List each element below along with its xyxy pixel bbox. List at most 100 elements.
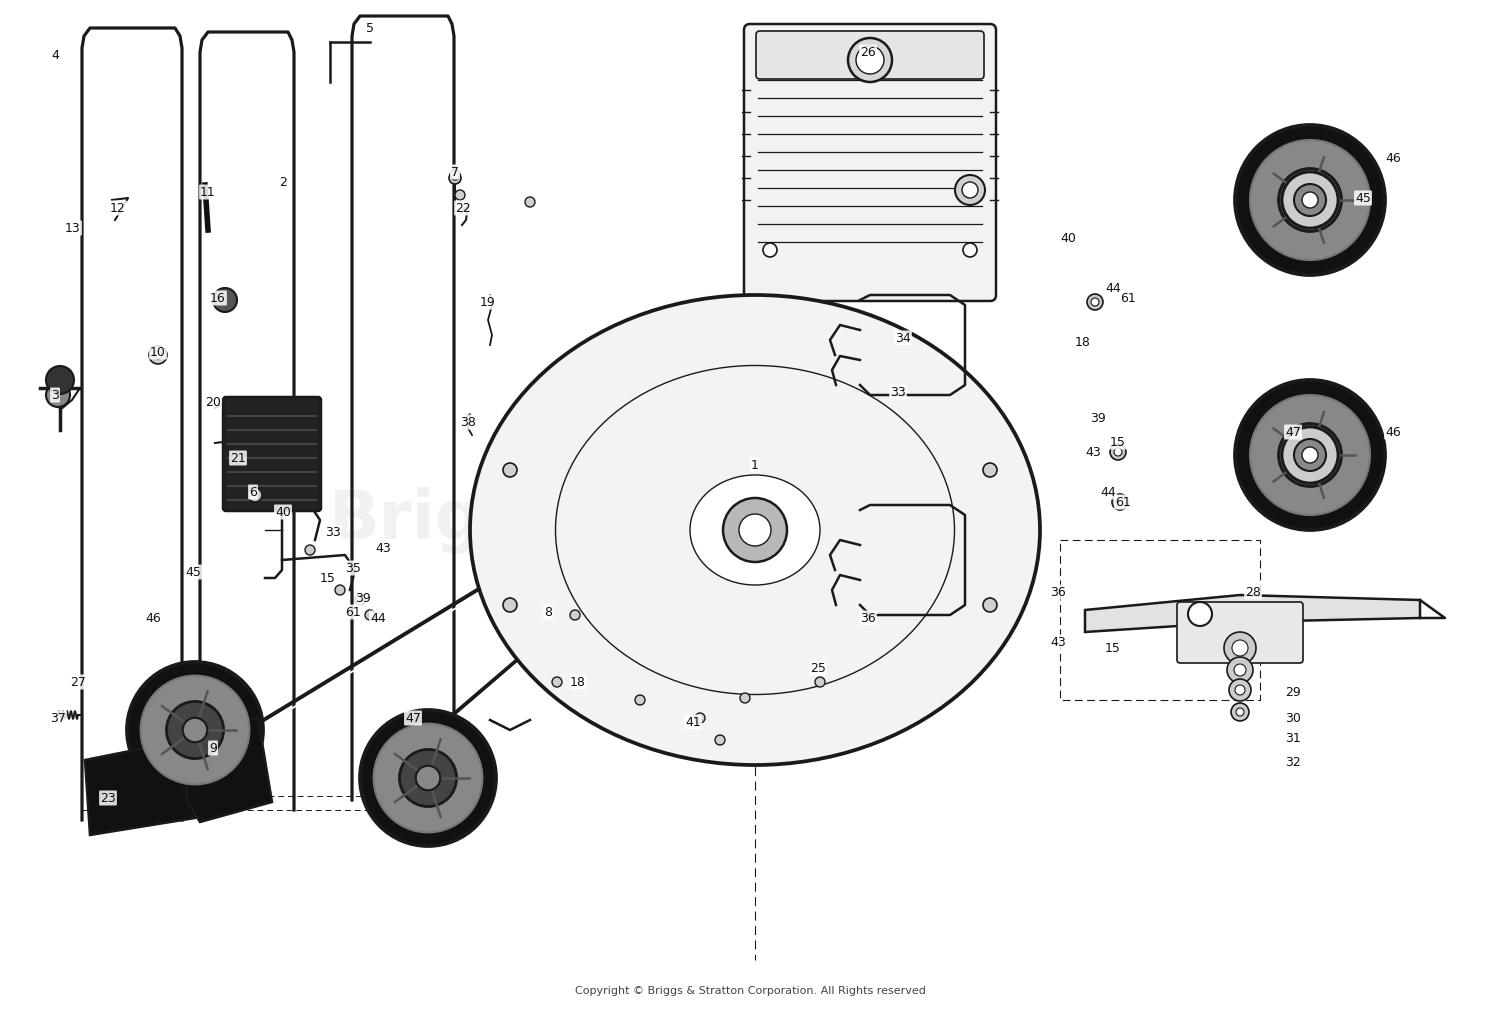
Circle shape [128, 662, 262, 798]
Circle shape [1228, 679, 1251, 701]
Text: 4: 4 [51, 49, 58, 62]
Circle shape [716, 735, 724, 745]
Text: BriggsAndStratton: BriggsAndStratton [328, 487, 1032, 554]
FancyBboxPatch shape [1178, 602, 1304, 663]
Circle shape [1250, 140, 1370, 260]
Circle shape [740, 693, 750, 703]
Circle shape [1282, 172, 1338, 228]
Circle shape [1232, 703, 1250, 721]
Text: 35: 35 [345, 562, 362, 575]
Text: 47: 47 [405, 712, 422, 724]
Circle shape [416, 766, 440, 790]
Circle shape [963, 243, 976, 257]
Circle shape [503, 598, 518, 612]
Text: 41: 41 [686, 716, 700, 728]
Text: 15: 15 [1106, 642, 1120, 654]
Text: 30: 30 [1286, 712, 1300, 724]
Circle shape [1278, 168, 1341, 231]
Text: 25: 25 [810, 661, 826, 674]
Circle shape [1296, 441, 1323, 468]
Circle shape [1234, 125, 1385, 275]
Circle shape [304, 545, 315, 555]
Text: Copyright © Briggs & Stratton Corporation. All Rights reserved: Copyright © Briggs & Stratton Corporatio… [574, 986, 926, 996]
Circle shape [1188, 602, 1212, 626]
Circle shape [634, 695, 645, 705]
Text: 43: 43 [1084, 445, 1101, 458]
Text: 2: 2 [279, 175, 286, 189]
Circle shape [450, 170, 460, 180]
Text: 40: 40 [274, 506, 291, 518]
Circle shape [334, 585, 345, 595]
Circle shape [1294, 184, 1326, 216]
Text: 28: 28 [1245, 585, 1262, 598]
Text: 20: 20 [206, 395, 220, 409]
Text: 36: 36 [1050, 585, 1066, 598]
Circle shape [154, 351, 162, 359]
Ellipse shape [690, 475, 820, 585]
Circle shape [525, 197, 536, 207]
Text: 61: 61 [345, 605, 362, 619]
Circle shape [448, 172, 460, 184]
Text: 26: 26 [859, 46, 876, 59]
Circle shape [374, 724, 483, 832]
Text: 1: 1 [752, 458, 759, 472]
Circle shape [356, 595, 364, 605]
Circle shape [1090, 298, 1100, 306]
Circle shape [399, 749, 456, 806]
Text: 33: 33 [890, 385, 906, 399]
Circle shape [1234, 685, 1245, 695]
Text: 21: 21 [230, 451, 246, 464]
FancyBboxPatch shape [756, 31, 984, 79]
Text: 44: 44 [370, 611, 386, 625]
Circle shape [764, 243, 777, 257]
Circle shape [1234, 664, 1246, 676]
Circle shape [956, 175, 986, 205]
Text: 43: 43 [1050, 636, 1066, 649]
Circle shape [1302, 447, 1318, 463]
Text: 15: 15 [1110, 435, 1126, 448]
Circle shape [1110, 444, 1126, 460]
Circle shape [454, 190, 465, 200]
Circle shape [1282, 427, 1338, 483]
Text: 22: 22 [454, 202, 471, 215]
Circle shape [1116, 498, 1124, 506]
Text: 11: 11 [200, 186, 216, 199]
Text: 34: 34 [896, 332, 910, 345]
Circle shape [148, 346, 166, 364]
Text: 8: 8 [544, 605, 552, 619]
Circle shape [815, 677, 825, 687]
Text: 27: 27 [70, 675, 86, 689]
Circle shape [847, 38, 892, 82]
Text: 46: 46 [146, 611, 160, 625]
Circle shape [552, 677, 562, 687]
Text: 39: 39 [356, 591, 370, 604]
Circle shape [1236, 708, 1244, 716]
Circle shape [856, 46, 883, 74]
Text: 39: 39 [1090, 412, 1106, 425]
Text: 19: 19 [480, 295, 496, 308]
Text: 18: 18 [570, 675, 586, 689]
Text: 31: 31 [1286, 731, 1300, 744]
Circle shape [141, 675, 249, 785]
Text: 40: 40 [1060, 231, 1076, 244]
Circle shape [1294, 439, 1326, 470]
Polygon shape [1084, 595, 1420, 632]
Text: 33: 33 [326, 525, 340, 538]
Text: 61: 61 [1120, 291, 1136, 304]
FancyBboxPatch shape [224, 397, 321, 511]
Text: 44: 44 [1100, 486, 1116, 499]
Text: 10: 10 [150, 346, 166, 359]
Text: 47: 47 [1286, 426, 1300, 438]
Circle shape [1112, 494, 1128, 510]
Text: 18: 18 [1076, 336, 1090, 349]
FancyBboxPatch shape [744, 24, 996, 301]
Circle shape [1250, 395, 1370, 515]
Circle shape [570, 610, 580, 620]
Circle shape [166, 702, 224, 758]
Circle shape [982, 463, 998, 477]
Circle shape [723, 498, 788, 562]
Text: 36: 36 [859, 611, 876, 625]
Circle shape [1302, 192, 1318, 208]
Text: 45: 45 [1354, 192, 1371, 205]
Circle shape [360, 710, 496, 846]
